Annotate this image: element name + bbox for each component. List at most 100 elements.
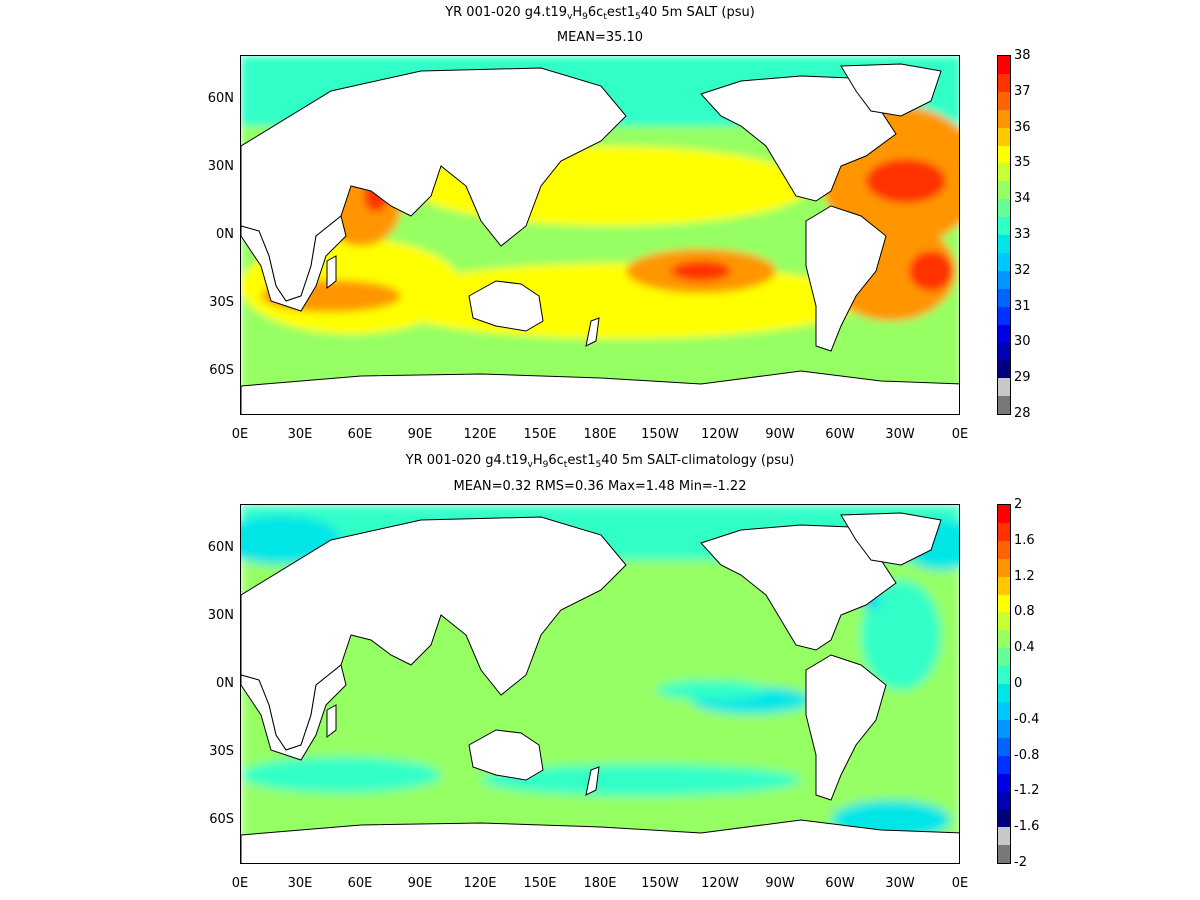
colorbar-label: -0.8 <box>1014 747 1040 763</box>
x-tick-label: 60E <box>347 876 373 891</box>
colorbar-swatch <box>998 127 1010 146</box>
y-tick-label: 30N <box>207 608 234 624</box>
colorbar-swatch <box>998 73 1010 92</box>
x-tick-label: 120E <box>463 876 497 891</box>
africa-landmass <box>241 664 347 761</box>
colorbar-swatch <box>998 505 1010 523</box>
y-tick-label: 0N <box>216 227 234 242</box>
colorbar-swatch <box>998 648 1010 667</box>
colorbar-label: 28 <box>1014 406 1031 421</box>
new-zealand-landmass <box>585 317 600 347</box>
x-tick-label: 30E <box>287 876 313 891</box>
colorbar-swatch <box>998 163 1010 182</box>
colorbar-label: 36 <box>1014 119 1031 135</box>
colorbar-label: 1.2 <box>1014 568 1035 584</box>
colorbar-swatch <box>998 791 1010 810</box>
top-salinity-map <box>240 55 960 415</box>
colorbar-label: 29 <box>1014 370 1031 386</box>
x-tick-label: 0E <box>951 427 969 442</box>
colorbar-swatch <box>998 378 1010 397</box>
colorbar-swatch <box>998 342 1010 361</box>
colorbar-swatch <box>998 270 1010 289</box>
colorbar-swatch <box>998 684 1010 702</box>
x-tick-label: 60E <box>347 427 373 442</box>
x-tick-label: 120W <box>701 876 739 891</box>
south-america-landmass <box>805 205 887 352</box>
x-tick-label: 0E <box>231 427 249 442</box>
australia-landmass <box>468 280 544 332</box>
colorbar-swatch <box>998 288 1010 307</box>
bottom-map-svg <box>241 505 959 863</box>
colorbar-label: 31 <box>1014 298 1031 314</box>
x-tick-label: 30W <box>885 427 915 442</box>
colorbar-swatch <box>998 306 1010 325</box>
australia-landmass <box>468 729 544 781</box>
x-tick-label: 30E <box>287 427 313 442</box>
colorbar-swatch <box>998 324 1010 343</box>
greenland-landmass <box>840 512 942 566</box>
colorbar-swatch <box>998 594 1010 613</box>
colorbar-label: 35 <box>1014 155 1031 171</box>
colorbar-swatch <box>998 91 1010 110</box>
bottom-anomaly-map <box>240 504 960 864</box>
colorbar-swatch <box>998 217 1010 236</box>
x-tick-label: 150W <box>641 876 679 891</box>
y-tick-label: 0N <box>216 676 234 691</box>
colorbar-label: -1.2 <box>1014 783 1040 799</box>
x-tick-label: 30W <box>885 876 915 891</box>
madagascar-landmass <box>326 704 337 739</box>
x-tick-label: 0E <box>231 876 249 891</box>
top-colorbar <box>997 55 1011 415</box>
x-tick-label: 180E <box>583 427 617 442</box>
colorbar-swatch <box>998 181 1010 200</box>
y-tick-label: 60S <box>209 811 234 827</box>
bottom-colorbar <box>997 504 1011 864</box>
colorbar-swatch <box>998 396 1010 415</box>
x-tick-label: 180E <box>583 876 617 891</box>
colorbar-label: 34 <box>1014 191 1031 207</box>
x-tick-label: 90W <box>765 876 795 891</box>
colorbar-swatch <box>998 719 1010 738</box>
top-map-subtitle: MEAN=35.10 <box>556 30 644 45</box>
colorbar-label: 0.8 <box>1014 604 1035 620</box>
colorbar-swatch <box>998 360 1010 379</box>
colorbar-swatch <box>998 56 1010 74</box>
colorbar-swatch <box>998 522 1010 541</box>
colorbar-swatch <box>998 109 1010 128</box>
colorbar-swatch <box>998 630 1010 649</box>
x-tick-label: 0E <box>951 876 969 891</box>
colorbar-swatch <box>998 827 1010 846</box>
bottom-continents <box>241 512 959 863</box>
y-tick-label: 30N <box>207 159 234 175</box>
north-america-landmass <box>700 75 897 202</box>
x-tick-label: 90W <box>765 427 795 442</box>
colorbar-swatch <box>998 773 1010 792</box>
x-tick-label: 60W <box>825 876 855 891</box>
y-tick-label: 60N <box>207 91 234 107</box>
colorbar-label: -2 <box>1014 855 1027 870</box>
bottom-map-subtitle: MEAN=0.32 RMS=0.36 Max=1.48 Min=-1.22 <box>453 479 747 494</box>
x-tick-label: 150E <box>523 427 557 442</box>
colorbar-label: 37 <box>1014 83 1031 99</box>
colorbar-swatch <box>998 701 1010 720</box>
south-america-landmass <box>805 654 887 801</box>
colorbar-label: 1.6 <box>1014 532 1035 548</box>
colorbar-swatch <box>998 540 1010 559</box>
colorbar-swatch <box>998 612 1010 631</box>
x-tick-label: 90E <box>407 876 433 891</box>
y-tick-label: 30S <box>209 743 234 759</box>
greenland-landmass <box>840 63 942 117</box>
colorbar-label: 38 <box>1014 48 1031 63</box>
top-map-title: YR 001-020 g4.t19vH96ctest1540 5m SALT (… <box>445 5 755 22</box>
colorbar-label: 30 <box>1014 334 1031 350</box>
colorbar-swatch <box>998 576 1010 595</box>
y-tick-label: 60S <box>209 362 234 378</box>
y-tick-label: 30S <box>209 294 234 310</box>
colorbar-swatch <box>998 145 1010 164</box>
colorbar-swatch <box>998 558 1010 577</box>
colorbar-swatch <box>998 252 1010 271</box>
colorbar-label: -0.4 <box>1014 711 1040 727</box>
colorbar-swatch <box>998 666 1010 685</box>
top-map-svg <box>241 56 959 414</box>
north-america-landmass <box>700 524 897 651</box>
